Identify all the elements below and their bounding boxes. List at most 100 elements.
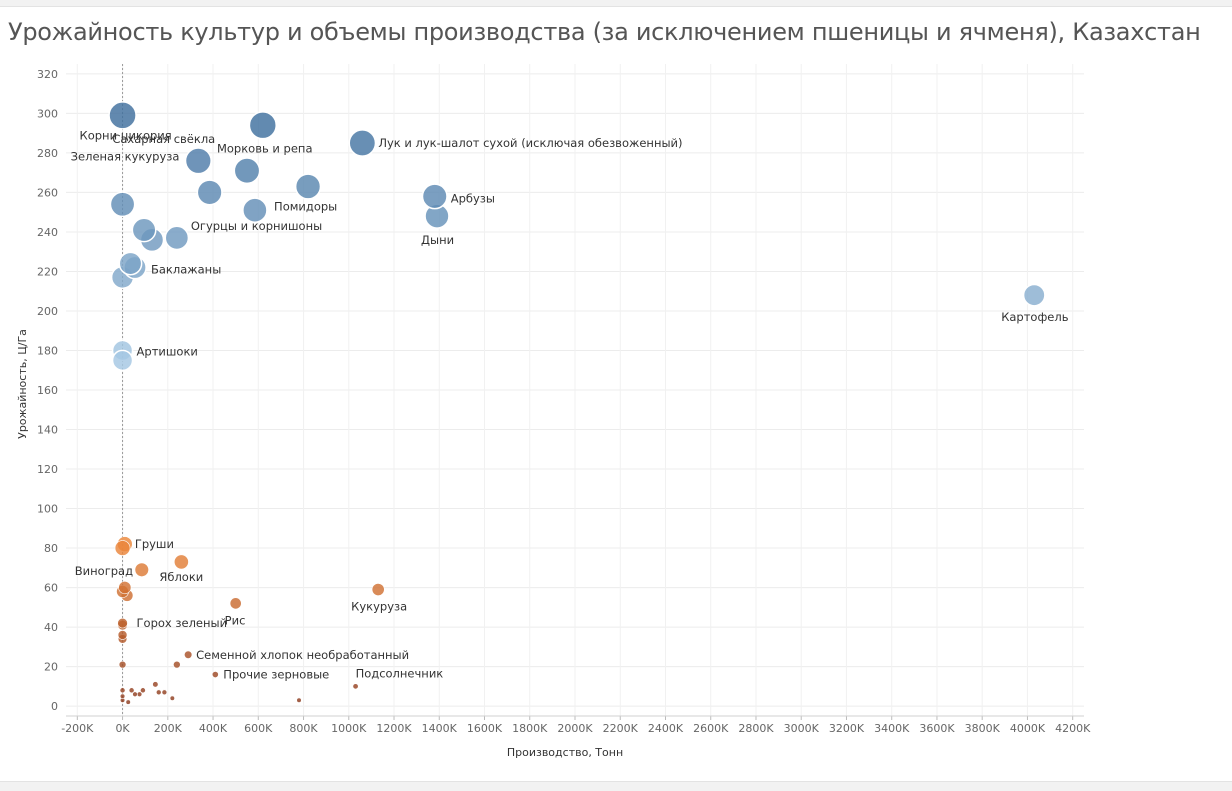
data-point	[421, 183, 448, 210]
x-tick-label: 1400K	[422, 722, 458, 735]
point-label: Кукуруза	[351, 600, 407, 614]
data-point	[296, 697, 302, 703]
point-label: Зеленая кукуруза	[71, 149, 180, 163]
y-tick-label: 140	[37, 424, 58, 437]
point-label: Дыни	[421, 233, 454, 247]
data-point	[109, 191, 136, 218]
y-tick-label: 280	[37, 147, 58, 160]
x-tick-label: 2800K	[738, 722, 774, 735]
x-tick-label: 4000K	[1010, 722, 1046, 735]
data-point	[196, 179, 223, 206]
y-tick-label: 220	[37, 265, 58, 278]
point-label: Корни цикория	[80, 128, 172, 142]
x-axis-ticks: -200K 0K 200K 400K 600K 800K 1000K 1200K 1400K 16…	[61, 722, 1091, 735]
x-tick-label: 4200K	[1055, 722, 1091, 735]
point-label: Груши	[135, 537, 174, 551]
data-point	[118, 581, 132, 595]
y-tick-label: 260	[37, 186, 58, 199]
data-point	[111, 349, 134, 372]
data-point	[348, 129, 377, 157]
x-tick-label: 0K	[115, 722, 130, 735]
data-point	[125, 699, 131, 705]
y-tick-label: 300	[37, 107, 58, 120]
data-point	[117, 617, 128, 629]
point-label: Арбузы	[451, 191, 495, 205]
y-axis-ticks: 0 20 40 60 80 100 120 140 160 180 200 220 240 260 280 3…	[37, 68, 58, 713]
data-point	[119, 687, 126, 694]
point-label: Картофель	[1001, 310, 1069, 324]
point-label: Подсолнечник	[356, 666, 444, 680]
data-point	[161, 689, 168, 696]
point-labels: Подсолнечник Прочие зерновые Семенной хлоп…	[71, 128, 1069, 681]
point-label: Виноград	[75, 564, 133, 578]
x-tick-label: 2000K	[557, 722, 593, 735]
point-label: Яблоки	[159, 570, 203, 584]
y-tick-label: 0	[51, 700, 58, 713]
x-tick-label: 2200K	[603, 722, 639, 735]
data-point	[132, 691, 138, 697]
y-tick-label: 80	[44, 542, 58, 555]
x-tick-label: 2600K	[693, 722, 729, 735]
data-point	[248, 111, 277, 140]
data-point	[229, 597, 242, 610]
data-point	[169, 695, 175, 701]
point-label: Прочие зерновые	[223, 668, 329, 682]
data-point	[184, 650, 193, 659]
data-point	[242, 197, 268, 223]
point-label: Огурцы и корнишоны	[191, 219, 322, 233]
data-point	[118, 660, 127, 669]
data-point	[117, 630, 128, 640]
y-tick-label: 160	[37, 384, 58, 397]
x-tick-label: 600K	[244, 722, 273, 735]
data-point	[152, 681, 159, 688]
y-tick-label: 320	[37, 68, 58, 81]
x-tick-label: 1600K	[467, 722, 503, 735]
y-tick-label: 100	[37, 503, 58, 516]
x-tick-label: 1200K	[376, 722, 412, 735]
x-tick-label: 1800K	[512, 722, 548, 735]
point-label: Рис	[225, 613, 246, 627]
data-point	[211, 671, 219, 678]
point-label: Семенной хлопок необработанный	[196, 648, 409, 662]
x-tick-label: 3600K	[919, 722, 955, 735]
data-point	[118, 251, 143, 276]
point-label: Лук и лук-шалот сухой (исключая обезвоже…	[378, 136, 682, 150]
x-tick-label: 200K	[154, 722, 183, 735]
data-point	[119, 693, 126, 699]
data-point	[155, 689, 162, 696]
x-tick-label: 3000K	[784, 722, 820, 735]
x-tick-label: 2400K	[648, 722, 684, 735]
data-point	[173, 554, 189, 570]
data-point	[1022, 283, 1046, 307]
data-point	[184, 147, 212, 175]
data-point	[131, 217, 157, 243]
data-points	[108, 101, 1046, 705]
y-axis-title: Урожайность, Ц/Га	[16, 329, 29, 439]
point-label: Морковь и репа	[217, 142, 313, 156]
data-point	[114, 540, 131, 556]
data-point	[352, 683, 359, 690]
y-tick-label: 180	[37, 344, 58, 357]
data-point	[128, 687, 135, 694]
data-point	[233, 157, 261, 185]
point-label: Баклажаны	[151, 263, 221, 277]
data-point	[134, 562, 149, 577]
x-tick-label: -200K	[61, 722, 94, 735]
bottom-frame-bar	[0, 781, 1232, 791]
x-tick-label: 800K	[289, 722, 318, 735]
data-point	[164, 225, 190, 251]
chart-title: Урожайность культур и объемы производств…	[8, 18, 1201, 46]
y-tick-label: 200	[37, 305, 58, 318]
data-point	[108, 101, 137, 130]
data-point	[140, 687, 146, 694]
data-point	[371, 583, 385, 596]
x-tick-label: 1000K	[331, 722, 367, 735]
gridlines	[66, 64, 1084, 720]
x-tick-label: 3800K	[965, 722, 1001, 735]
y-tick-label: 60	[44, 582, 58, 595]
top-frame-bar	[0, 0, 1232, 7]
y-tick-label: 240	[37, 226, 58, 239]
data-point	[294, 173, 322, 200]
x-tick-label: 3400K	[874, 722, 910, 735]
y-tick-label: 40	[44, 621, 58, 634]
